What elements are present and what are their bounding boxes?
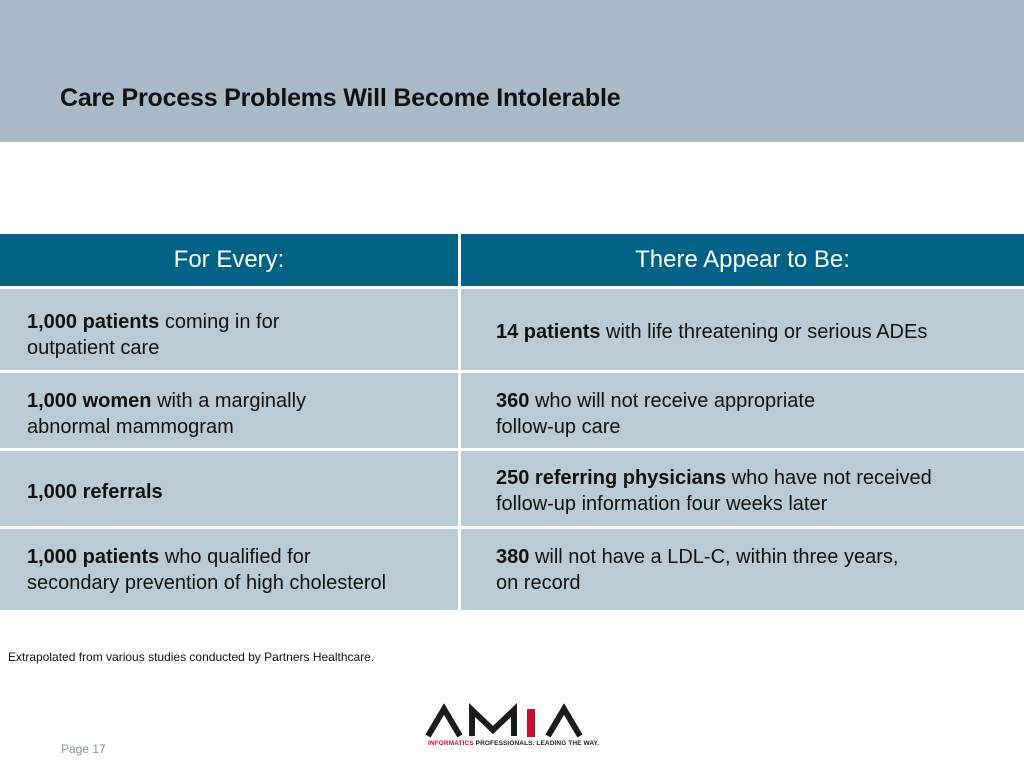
cell-bold-text: 360 [496,390,530,412]
tagline-red: INFORMATICS [428,740,474,747]
table-row: 1,000 patients who qualified for seconda… [0,529,1024,610]
cell-rest-text: will not have a LDL-C, within three year… [534,546,899,568]
cell-bold-text: 250 referring physicians [496,467,727,489]
cell-rest-text: who qualified for [164,546,311,568]
table-cell: 360 who will not receive appropriate fol… [461,373,1024,448]
table-cell: 1,000 referrals [0,451,458,526]
logo-letter-a [425,703,463,738]
header-label: There Appear to Be: [635,246,850,273]
comparison-table: For Every: There Appear to Be: 1,000 pat… [0,234,1024,610]
cell-bold-text: 380 [496,546,530,568]
cell-rest-text: coming in for [164,311,280,333]
table-cell: 14 patients with life threatening or ser… [461,289,1024,370]
source-note: Extrapolated from various studies conduc… [8,650,375,664]
cell-text: 360 who will not receive appropriate [496,388,815,414]
tagline-dark: PROFESSIONALS. LEADING THE WAY. [475,740,600,747]
cell-text: 1,000 referrals [27,479,163,505]
header-cell-for-every: For Every: [0,234,458,286]
cell-bold-text: 1,000 [27,481,78,503]
slide-title: Care Process Problems Will Become Intole… [60,84,621,112]
header-cell-there-appear: There Appear to Be: [461,234,1024,286]
cell-line2: on record [496,572,581,594]
amia-logo [425,703,583,738]
cell-line2: outpatient care [27,337,160,359]
cell-rest-text: with a marginally [157,390,307,412]
cell-line2: secondary prevention of high cholesterol [27,572,387,594]
cell-rest-text: with life threatening or serious ADEs [606,321,928,343]
title-band [0,0,1024,142]
cell-text: 380 will not have a LDL-C, within three … [496,544,898,570]
table-header-row: For Every: There Appear to Be: [0,234,1024,286]
cell-text: 14 patients with life threatening or ser… [496,319,927,345]
table-row: 1,000 patients coming in for outpatient … [0,289,1024,370]
table-cell: 380 will not have a LDL-C, within three … [461,529,1024,610]
logo-letter-i [527,709,535,737]
cell-line2: abnormal mammogram [27,416,234,438]
cell-text: 1,000 women with a marginally [27,388,306,414]
table-cell: 1,000 women with a marginally abnormal m… [0,373,458,448]
cell-bold-text: referrals [82,481,163,503]
table-row: 1,000 women with a marginally abnormal m… [0,373,1024,448]
logo-letter-m [469,703,517,736]
cell-bold-text: 1,000 patients [27,311,160,333]
cell-line2: follow-up information four weeks later [496,493,828,515]
cell-bold-text: 14 patients [496,321,601,343]
logo-letter-a [545,703,583,738]
cell-rest-text: who will not receive appropriate [534,390,816,412]
cell-text: 1,000 patients who qualified for [27,544,311,570]
cell-line2: follow-up care [496,416,621,438]
logo-tagline: INFORMATICS PROFESSIONALS. LEADING THE W… [428,740,599,747]
cell-text: 1,000 patients coming in for [27,309,279,335]
page-number: Page 17 [61,742,106,756]
cell-bold-text: 1,000 women [27,390,152,412]
table-cell: 1,000 patients who qualified for seconda… [0,529,458,610]
cell-bold-text: 1,000 patients [27,546,160,568]
cell-text: 250 referring physicians who have not re… [496,465,932,491]
cell-rest-text: who have not received [731,467,932,489]
table-cell: 250 referring physicians who have not re… [461,451,1024,526]
header-label: For Every: [173,246,285,273]
table-row: 1,000 referrals 250 referring physicians… [0,451,1024,526]
table-cell: 1,000 patients coming in for outpatient … [0,289,458,370]
